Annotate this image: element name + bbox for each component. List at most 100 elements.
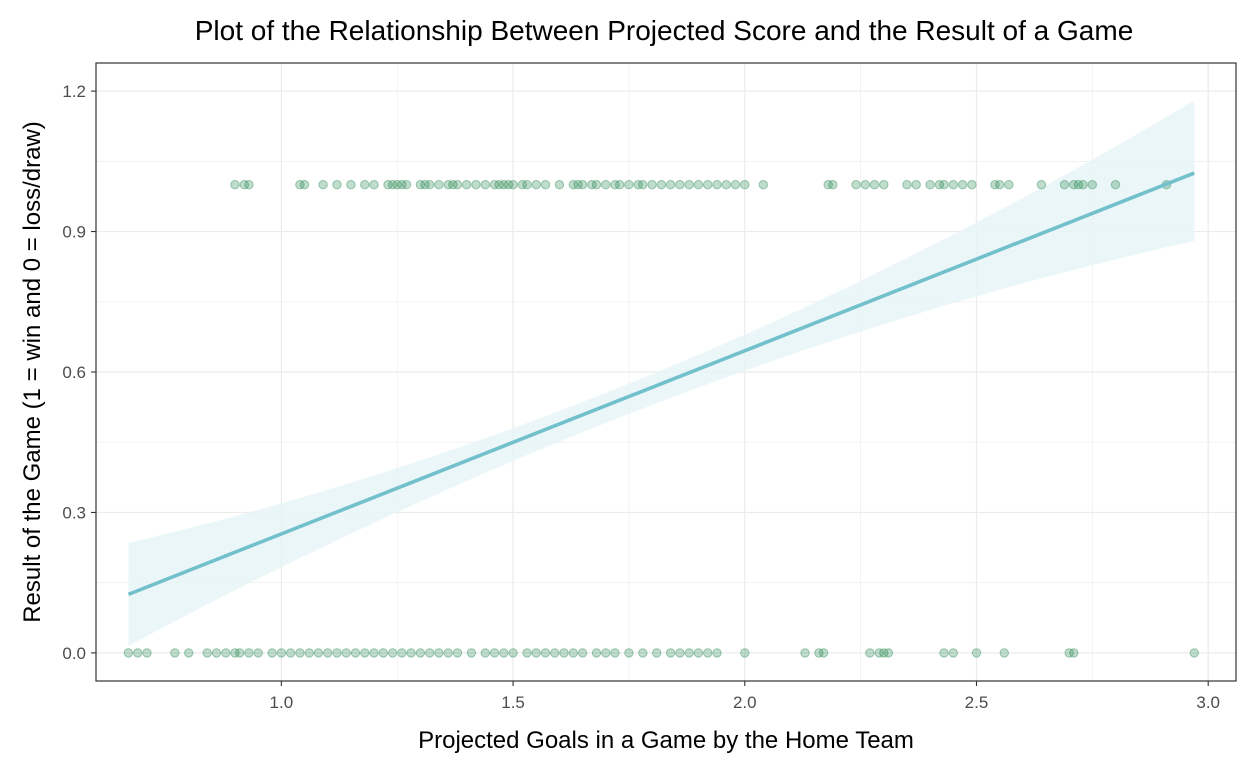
- data-point: [1069, 180, 1079, 190]
- y-axis-title: Result of the Game (1 = win and 0 = loss…: [19, 121, 46, 623]
- data-point: [397, 648, 407, 658]
- confidence-band-area: [128, 100, 1195, 646]
- data-point: [703, 180, 713, 190]
- data-point: [638, 648, 648, 658]
- data-point: [693, 180, 704, 190]
- data-point: [452, 180, 463, 190]
- y-tick-label: 1.2: [62, 82, 86, 101]
- data-point: [387, 180, 398, 190]
- data-point: [865, 648, 875, 658]
- data-point: [883, 648, 894, 658]
- data-point: [448, 180, 458, 190]
- data-point: [1069, 648, 1079, 658]
- data-point: [276, 648, 287, 658]
- data-point: [874, 648, 884, 658]
- data-point: [577, 180, 588, 190]
- data-point: [740, 648, 750, 658]
- data-point: [540, 648, 551, 658]
- data-point: [499, 180, 509, 190]
- data-point: [730, 180, 741, 190]
- data-point: [624, 648, 634, 658]
- data-point: [517, 180, 527, 190]
- data-point: [503, 180, 514, 190]
- data-point: [332, 180, 342, 190]
- data-point: [587, 180, 597, 190]
- data-point: [684, 648, 694, 658]
- chart-title: Plot of the Relationship Between Project…: [195, 15, 1134, 46]
- data-point: [568, 648, 578, 658]
- data-point: [758, 180, 768, 190]
- data-point: [800, 648, 810, 658]
- x-tick-label: 3.0: [1196, 693, 1220, 712]
- data-point: [971, 648, 982, 658]
- data-point: [633, 180, 643, 190]
- data-point: [452, 648, 463, 658]
- data-point: [425, 648, 435, 658]
- data-point: [244, 180, 254, 190]
- data-point: [480, 648, 490, 658]
- data-point: [235, 648, 245, 658]
- data-point: [879, 648, 889, 658]
- data-point: [675, 648, 685, 658]
- data-point: [170, 648, 180, 658]
- data-point: [346, 180, 356, 190]
- data-point: [202, 648, 212, 658]
- data-point: [1110, 180, 1121, 190]
- data-point: [967, 180, 977, 190]
- x-axis-title: Projected Goals in a Game by the Home Te…: [418, 727, 914, 754]
- data-point: [1073, 180, 1084, 190]
- data-point: [401, 180, 412, 190]
- data-point: [369, 180, 379, 190]
- data-point: [211, 648, 222, 658]
- data-point: [665, 648, 676, 658]
- data-point: [1087, 180, 1098, 190]
- data-point: [568, 180, 578, 190]
- y-axis-ticks: 0.0 0.3 0.6 0.9 1.2: [62, 82, 96, 663]
- data-point: [902, 180, 912, 190]
- data-point: [221, 648, 231, 658]
- data-point: [656, 180, 667, 190]
- y-tick-label: 0.0: [62, 644, 86, 663]
- x-axis-ticks: 1.0 1.5 2.0 2.5 3.0: [270, 681, 1220, 712]
- data-point: [577, 648, 588, 658]
- data-point: [693, 648, 704, 658]
- data-point: [860, 180, 870, 190]
- y-tick-label: 0.6: [62, 363, 86, 382]
- data-point: [851, 180, 861, 190]
- data-point: [184, 648, 194, 658]
- data-point: [415, 180, 426, 190]
- data-point: [591, 180, 602, 190]
- data-point: [522, 180, 532, 190]
- data-point: [369, 648, 379, 658]
- data-point: [638, 180, 648, 190]
- data-point: [360, 648, 370, 658]
- data-point: [995, 180, 1005, 190]
- data-point: [318, 180, 328, 190]
- data-point: [624, 180, 634, 190]
- data-point: [652, 648, 662, 658]
- data-point: [957, 180, 968, 190]
- data-point: [948, 648, 958, 658]
- data-point: [480, 180, 490, 190]
- data-point: [911, 180, 921, 190]
- data-point: [712, 180, 722, 190]
- data-point: [828, 180, 838, 190]
- data-point: [434, 648, 444, 658]
- data-point: [522, 648, 532, 658]
- data-point: [499, 648, 509, 658]
- data-point: [814, 648, 824, 658]
- data-point: [1189, 648, 1200, 658]
- data-point: [721, 180, 731, 190]
- data-point: [712, 648, 722, 658]
- data-point: [378, 648, 388, 658]
- data-point: [313, 648, 324, 658]
- data-point: [939, 180, 949, 190]
- data-point: [304, 648, 314, 658]
- confidence-band: [128, 100, 1195, 646]
- data-point: [387, 648, 398, 658]
- data-point: [934, 180, 945, 190]
- data-point: [466, 648, 477, 658]
- data-point: [531, 648, 541, 658]
- data-point: [740, 180, 750, 190]
- data-point: [425, 180, 435, 190]
